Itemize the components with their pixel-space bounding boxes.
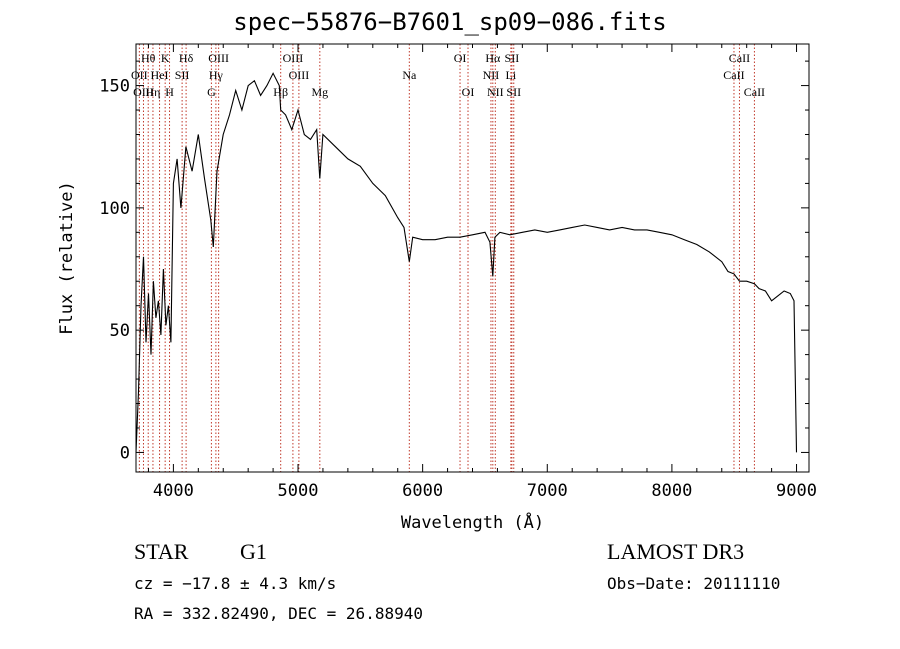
- line-label: CaII: [744, 85, 765, 99]
- line-label: Hγ: [209, 68, 224, 82]
- x-tick-label: 5000: [278, 481, 319, 501]
- survey-name: LAMOST DR3: [607, 539, 745, 564]
- spectrum-series: [135, 72, 798, 453]
- line-label: CaII: [729, 51, 750, 65]
- line-label: Hδ: [179, 51, 194, 65]
- line-label: OIII: [289, 68, 310, 82]
- x-tick-label: 9000: [776, 481, 817, 501]
- line-label: Hη: [145, 85, 160, 99]
- line-label: CaII: [723, 68, 744, 82]
- y-tick-label: 50: [110, 321, 130, 341]
- line-label: G: [207, 85, 216, 99]
- line-label: OIII: [283, 51, 304, 65]
- line-label: H: [165, 85, 174, 99]
- line-label: K: [161, 51, 170, 65]
- plot-frame: [135, 43, 810, 473]
- line-label: OI: [462, 85, 475, 99]
- observation-date: Obs−Date: 20111110: [607, 574, 781, 593]
- line-label: Na: [402, 68, 417, 82]
- line-label: Li: [506, 68, 517, 82]
- y-tick-label: 100: [99, 199, 130, 219]
- line-label: SII: [175, 68, 190, 82]
- chart-title: spec−55876−B7601_sp09−086.fits: [233, 8, 667, 36]
- x-tick-label: 7000: [527, 481, 568, 501]
- axis-ticks: 4000 5000 6000 7000 8000 9000 0 50 100 150: [99, 44, 817, 501]
- line-label: Hβ: [273, 85, 288, 99]
- x-tick-label: 4000: [153, 481, 194, 501]
- coordinates: RA = 332.82490, DEC = 26.88940: [134, 604, 423, 623]
- line-label: NII: [483, 68, 500, 82]
- line-label: OII: [131, 68, 148, 82]
- line-markers-layer: [138, 44, 755, 472]
- line-label: Mg: [311, 85, 328, 99]
- line-label: NII: [487, 85, 504, 99]
- line-label: Hα: [485, 51, 501, 65]
- line-label: OI: [454, 51, 467, 65]
- line-label: OIII: [133, 85, 154, 99]
- object-class: STAR: [134, 539, 189, 564]
- redshift-velocity: cz = −17.8 ± 4.3 km/s: [134, 574, 337, 593]
- line-label: OIII: [208, 51, 229, 65]
- line-label: Hθ: [141, 51, 156, 65]
- line-label: HeI: [151, 68, 169, 82]
- line-label: SII: [506, 85, 521, 99]
- subclass: G1: [240, 539, 267, 564]
- x-axis-label: Wavelength (Å): [401, 511, 544, 533]
- line-label: SII: [505, 51, 520, 65]
- x-tick-label: 6000: [402, 481, 443, 501]
- x-tick-label: 8000: [651, 481, 692, 501]
- y-tick-label: 0: [120, 443, 130, 463]
- y-tick-label: 150: [99, 77, 130, 97]
- y-axis-label: Flux (relative): [57, 181, 77, 335]
